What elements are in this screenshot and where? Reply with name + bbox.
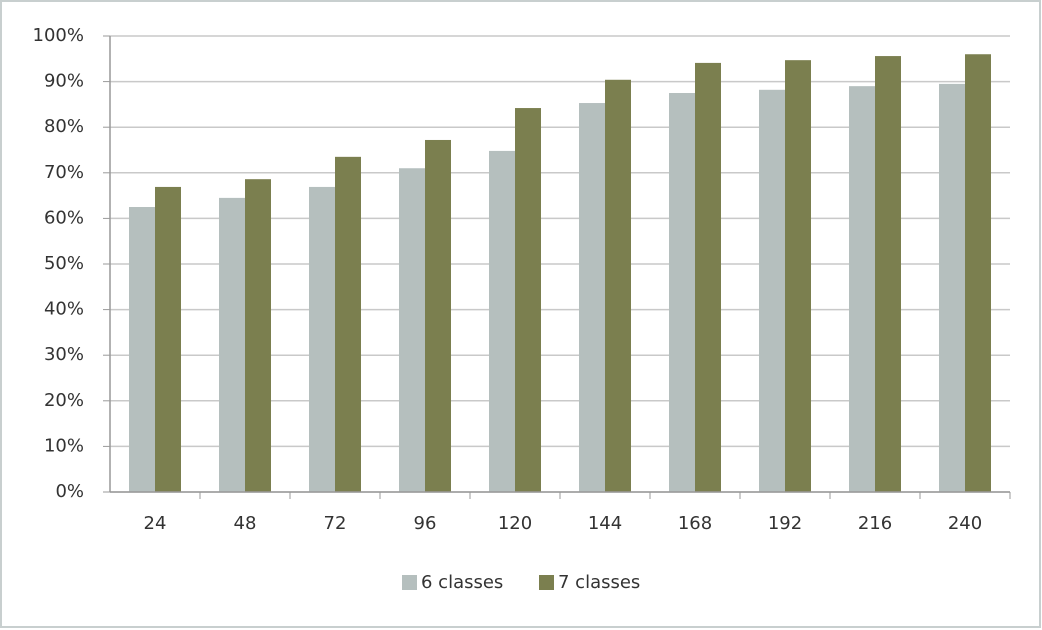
bar bbox=[219, 197, 245, 492]
x-tick-label: 24 bbox=[144, 513, 167, 534]
bar bbox=[759, 89, 785, 493]
bar bbox=[335, 156, 361, 492]
y-tick-label: 80% bbox=[44, 116, 84, 137]
x-tick-label: 48 bbox=[234, 513, 257, 534]
bar bbox=[669, 93, 695, 492]
legend-swatch bbox=[539, 575, 554, 590]
x-tick-label: 96 bbox=[414, 513, 437, 534]
bar bbox=[489, 150, 515, 493]
x-tick-label: 240 bbox=[948, 513, 982, 534]
bar bbox=[785, 60, 811, 492]
y-tick-label: 100% bbox=[33, 25, 84, 46]
bar bbox=[965, 54, 991, 493]
bar bbox=[309, 186, 335, 492]
bar bbox=[155, 186, 181, 492]
x-tick-label: 168 bbox=[678, 513, 712, 534]
bar bbox=[939, 83, 965, 492]
y-tick-label: 20% bbox=[44, 390, 84, 411]
y-tick-label: 60% bbox=[44, 207, 84, 228]
y-tick-label: 70% bbox=[44, 162, 84, 183]
y-tick-label: 50% bbox=[44, 253, 84, 274]
bar bbox=[425, 139, 451, 492]
bar bbox=[245, 179, 271, 492]
x-tick-label: 120 bbox=[498, 513, 532, 534]
bar bbox=[695, 62, 721, 493]
y-tick-label: 90% bbox=[44, 71, 84, 92]
y-tick-label: 30% bbox=[44, 344, 84, 365]
x-tick-label: 72 bbox=[324, 513, 347, 534]
bar bbox=[579, 103, 605, 493]
x-tick-label: 192 bbox=[768, 513, 802, 534]
bar bbox=[515, 108, 541, 492]
bar bbox=[129, 207, 155, 492]
bar bbox=[849, 86, 875, 492]
legend-label: 7 classes bbox=[558, 572, 640, 593]
x-tick-label: 144 bbox=[588, 513, 622, 534]
y-tick-label: 40% bbox=[44, 299, 84, 320]
bar bbox=[875, 56, 901, 493]
legend-label: 6 classes bbox=[421, 572, 503, 593]
x-tick-label: 216 bbox=[858, 513, 892, 534]
bar bbox=[605, 79, 631, 492]
legend-swatch bbox=[402, 575, 417, 590]
y-tick-label: 0% bbox=[55, 481, 84, 502]
y-tick-label: 10% bbox=[44, 435, 84, 456]
bar bbox=[399, 168, 425, 493]
